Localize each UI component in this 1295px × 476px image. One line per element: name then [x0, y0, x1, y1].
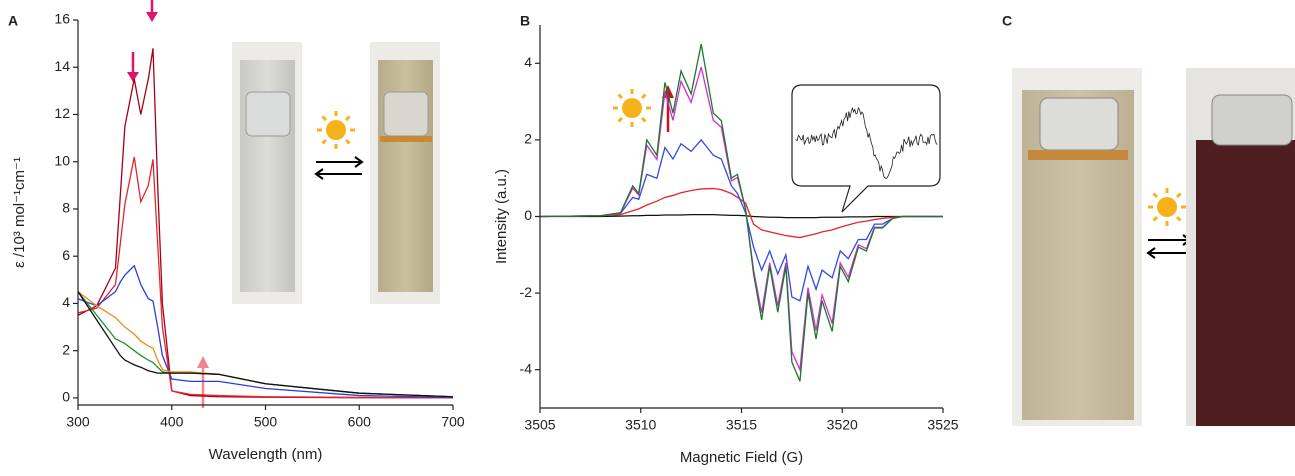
cuvette-photo-tan	[1012, 68, 1142, 426]
x-tick-label: 300	[66, 414, 90, 430]
x-axis-title: Magnetic Field (G)	[680, 449, 803, 466]
y-tick-label: 14	[54, 58, 70, 74]
data-line	[77, 291, 454, 398]
y-tick-label: 10	[54, 152, 70, 168]
sun-icon	[611, 87, 653, 129]
equilibrium-arrows	[314, 156, 364, 180]
equilibrium-arrows	[1146, 234, 1192, 259]
y-tick-label: 0	[62, 389, 70, 405]
panel-label: A	[8, 13, 18, 29]
data-line	[540, 213, 943, 219]
data-line	[77, 264, 454, 399]
y-tick-label: 16	[54, 11, 70, 27]
data-line	[539, 138, 943, 302]
x-tick-label: 400	[160, 414, 184, 430]
zoom-inset	[791, 84, 941, 213]
trend-arrows	[127, 0, 209, 408]
sun-icon	[315, 109, 357, 151]
x-tick-label: 600	[348, 414, 372, 430]
y-tick-label: 8	[62, 200, 70, 216]
y-tick-label: 4	[62, 294, 70, 310]
y-tick-label: 0	[524, 207, 532, 223]
x-tick-label: 3510	[625, 417, 656, 433]
cuvette-photo-dark	[1186, 68, 1295, 426]
y-tick-label: 12	[54, 105, 70, 121]
y-tick-label: 4	[524, 54, 532, 70]
panel-label: B	[520, 13, 530, 29]
y-tick-label: -2	[520, 284, 533, 300]
y-axis-title: ε /10³ mol⁻¹cm⁻¹	[11, 157, 28, 268]
y-tick-label: 6	[62, 247, 70, 263]
data-line	[77, 291, 454, 398]
x-tick-label: 3520	[827, 417, 858, 433]
panel-label: C	[1002, 13, 1012, 29]
x-tick-label: 3525	[927, 417, 958, 433]
data-line	[77, 48, 454, 399]
y-tick-label: 2	[62, 341, 70, 357]
x-tick-label: 3505	[524, 417, 555, 433]
y-tick-label: -4	[520, 360, 533, 376]
data-line	[539, 66, 943, 373]
cuvette-photo-colorless	[232, 42, 302, 304]
cuvette-photo-yellow	[370, 42, 440, 304]
x-tick-label: 3515	[726, 417, 757, 433]
data-line	[539, 187, 943, 239]
data-line	[77, 156, 454, 399]
sun-icon	[1146, 186, 1188, 228]
y-axis-title: Intensity (a.u.)	[493, 169, 510, 264]
x-tick-label: 700	[441, 414, 465, 430]
x-tick-label: 500	[254, 414, 278, 430]
data-line	[77, 291, 454, 398]
y-tick-label: 2	[524, 131, 532, 147]
x-axis-title: Wavelength (nm)	[209, 446, 323, 463]
data-line	[539, 44, 943, 382]
